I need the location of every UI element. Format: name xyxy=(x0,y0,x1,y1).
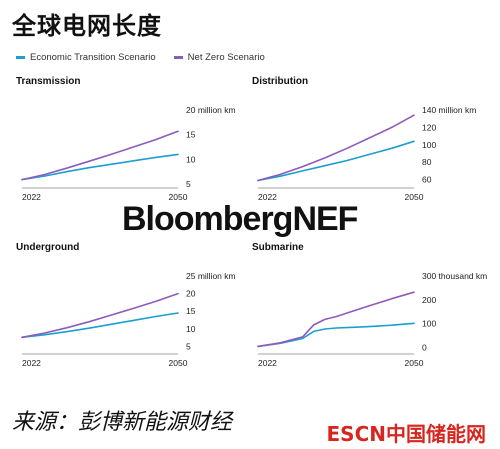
submarine-y-tick-label: 300 thousand km xyxy=(422,271,487,281)
underground-x-tick-label: 2050 xyxy=(169,358,188,368)
distribution-y-tick-label: 60 xyxy=(422,175,432,185)
legend-item-economic-transition: Economic Transition Scenario xyxy=(16,52,156,63)
escn-logo: ESCN中国储能网 xyxy=(326,422,486,446)
chart-panel-underground: Underground 5 10 15 20 25 million km 2022 2050 xyxy=(16,242,246,382)
legend-swatch-net-zero xyxy=(173,56,183,59)
underground-series-net-zero-line xyxy=(21,292,179,339)
page-title: 全球电网长度 xyxy=(12,12,162,40)
transmission-y-tick-label: 15 xyxy=(186,130,196,140)
transmission-x-tick-label: 2022 xyxy=(22,192,41,202)
legend-swatch-economic-transition xyxy=(16,56,25,59)
transmission-x-tick-label: 2050 xyxy=(169,192,188,202)
transmission-series-economic-transition-line xyxy=(21,153,179,181)
submarine-x-tick-label: 2050 xyxy=(405,358,424,368)
underground-y-tick-label: 5 xyxy=(186,341,191,351)
submarine-x-tick-label: 2022 xyxy=(258,358,277,368)
distribution-y-tick-label: 120 xyxy=(422,122,436,132)
submarine-series-net-zero-line xyxy=(257,291,415,348)
underground-y-tick-label: 10 xyxy=(186,324,196,334)
chart-legend: Economic Transition Scenario Net Zero Sc… xyxy=(16,52,265,63)
distribution-x-tick-label: 2022 xyxy=(258,192,277,202)
transmission-y-tick-label: 5 xyxy=(186,179,191,189)
transmission-y-tick-label: 10 xyxy=(186,154,196,164)
submarine-y-tick-label: 200 xyxy=(422,295,436,305)
panel-title-transmission: Transmission xyxy=(16,76,81,87)
chart-svg-submarine: 0 100 200 300 thousand km 2022 2050 xyxy=(257,271,487,368)
legend-label-net-zero: Net Zero Scenario xyxy=(187,52,265,63)
panel-title-submarine: Submarine xyxy=(252,242,304,253)
submarine-y-tick-label: 100 xyxy=(422,319,436,329)
legend-item-net-zero: Net Zero Scenario xyxy=(173,52,265,63)
chart-panel-submarine: Submarine 0 100 200 300 thousand km 2022 2050 xyxy=(252,242,487,382)
panel-title-underground: Underground xyxy=(16,242,80,253)
distribution-x-tick-label: 2050 xyxy=(405,192,424,202)
chart-svg-distribution: 60 80 100 120 140 million km 2022 2050 xyxy=(257,105,476,202)
underground-y-tick-label: 25 million km xyxy=(186,271,236,281)
distribution-y-tick-label: 100 xyxy=(422,140,436,150)
panel-title-distribution: Distribution xyxy=(252,76,309,87)
chart-panel-distribution: Distribution 60 80 100 120 140 million km 202… xyxy=(252,76,482,216)
underground-series-economic-transition-line xyxy=(21,312,179,339)
distribution-series-net-zero-line xyxy=(257,114,415,182)
submarine-series-economic-transition-line xyxy=(257,322,415,348)
transmission-series-net-zero-line xyxy=(21,130,179,181)
bloombergnef-watermark: BloombergNEF xyxy=(122,200,358,238)
chart-svg-underground: 5 10 15 20 25 million km 2022 2050 xyxy=(21,271,236,368)
underground-y-tick-label: 20 xyxy=(186,289,196,299)
legend-label-economic-transition: Economic Transition Scenario xyxy=(30,52,156,63)
distribution-y-tick-label: 80 xyxy=(422,157,432,167)
chart-svg-transmission: 5 10 15 20 million km 2022 2050 xyxy=(21,105,236,202)
chart-panel-transmission: Transmission 5 10 15 20 million km 2022 2050 xyxy=(16,76,246,216)
submarine-y-tick-label: 0 xyxy=(422,343,427,353)
source-note: 来源：彭博新能源财经 xyxy=(12,410,233,435)
distribution-series-economic-transition-line xyxy=(257,140,415,182)
distribution-y-tick-label: 140 million km xyxy=(422,105,476,115)
underground-x-tick-label: 2022 xyxy=(22,358,41,368)
transmission-y-tick-label: 20 million km xyxy=(186,105,236,115)
underground-y-tick-label: 15 xyxy=(186,306,196,316)
